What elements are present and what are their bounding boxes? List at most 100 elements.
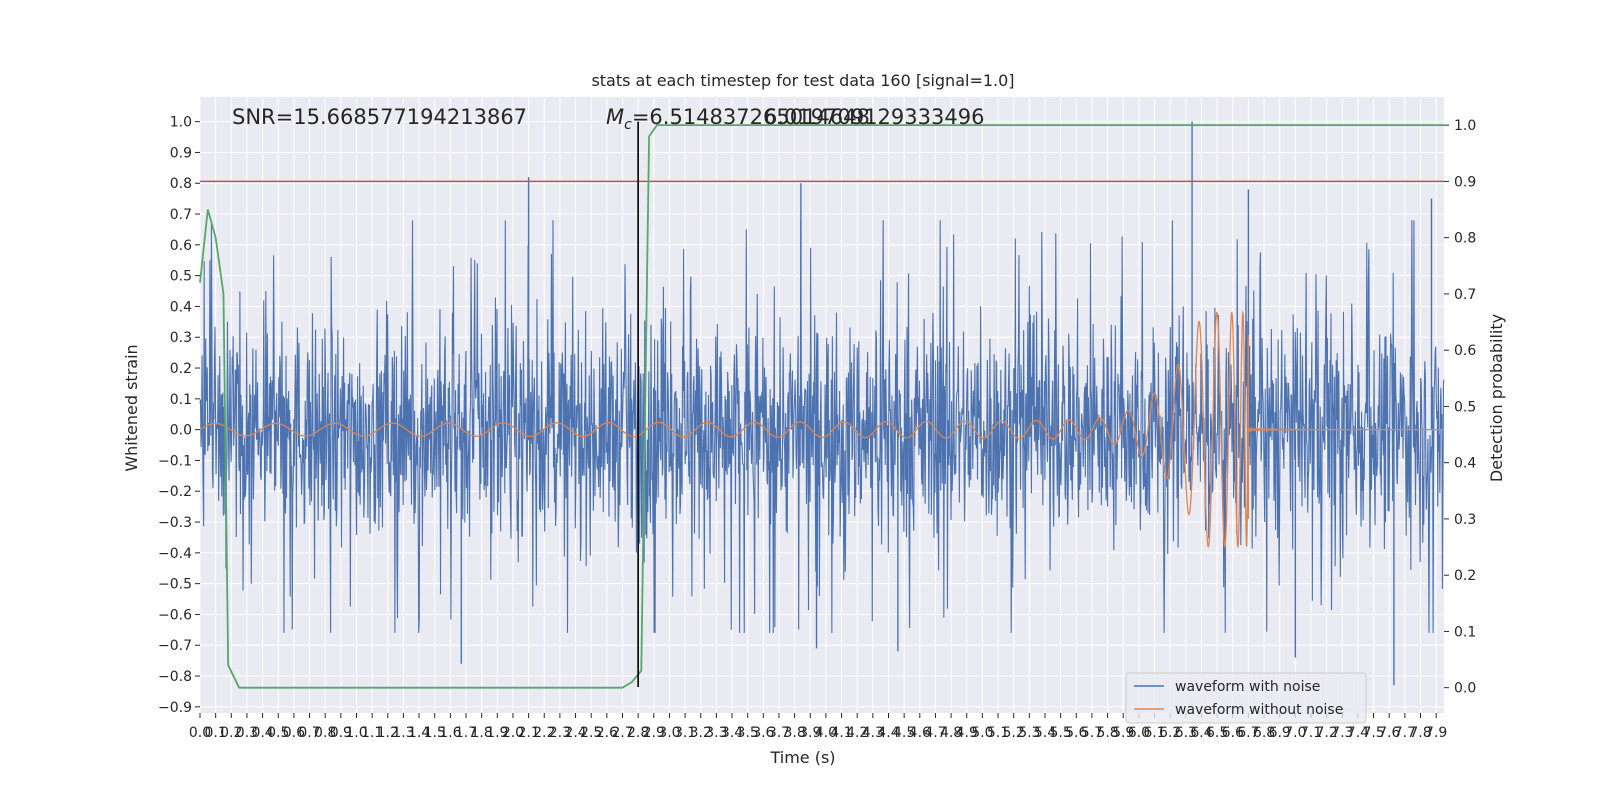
x-tick-label: 0.4 xyxy=(251,725,273,741)
y2-tick-label: 0.3 xyxy=(1454,512,1476,528)
x-tick-label: 7.4 xyxy=(1347,725,1369,741)
y-axis-ticks: 1.0 0.9 0.8 0.7 0.6 0.5 0.4 0.3 0.2 0.1 0.0 −0.1 −0.… xyxy=(158,115,200,716)
x-tick-label: 3.4 xyxy=(721,725,743,741)
y-tick-label: −0.3 xyxy=(158,515,192,531)
x-tick-label: 1.2 xyxy=(377,725,399,741)
y-tick-label: 0.8 xyxy=(170,176,192,192)
x-tick-label: 0.2 xyxy=(220,725,242,741)
x-tick-label: 7.3 xyxy=(1331,725,1353,741)
y-tick-label: 0.0 xyxy=(170,423,192,439)
y-tick-label: −0.9 xyxy=(158,700,192,716)
x-tick-label: 4.5 xyxy=(893,725,915,741)
x-tick-label: 2.5 xyxy=(580,725,602,741)
x-tick-label: 5.0 xyxy=(971,725,993,741)
x-tick-label: 3.6 xyxy=(752,725,774,741)
x-tick-label: 1.4 xyxy=(408,725,430,741)
y2-axis-label: Detection probability xyxy=(1487,314,1506,482)
x-tick-label: 3.1 xyxy=(674,725,696,741)
x-tick-label: 7.2 xyxy=(1316,725,1338,741)
x-tick-label: 3.8 xyxy=(783,725,805,741)
y-tick-label: −0.4 xyxy=(158,546,192,562)
x-tick-label: 6.6 xyxy=(1222,725,1244,741)
y2-tick-label: 0.0 xyxy=(1454,681,1476,697)
x-tick-label: 5.5 xyxy=(1049,725,1071,741)
clean-trace xyxy=(199,310,1445,549)
y2-tick-label: 0.7 xyxy=(1454,287,1476,303)
overlay-lines xyxy=(199,121,1444,689)
x-tick-label: 7.8 xyxy=(1409,725,1431,741)
x-tick-label: 7.0 xyxy=(1284,725,1306,741)
x-tick-label: 5.3 xyxy=(1018,725,1040,741)
x-tick-label: 1.9 xyxy=(486,725,508,741)
x-axis-label: Time (s) xyxy=(769,748,835,767)
legend: waveform with noise waveform without noi… xyxy=(1125,672,1367,724)
x-tick-label: 5.8 xyxy=(1096,725,1118,741)
x-tick-label: 5.7 xyxy=(1081,725,1103,741)
x-tick-label: 1.0 xyxy=(345,725,367,741)
x-tick-label: 1.6 xyxy=(439,725,461,741)
x-tick-label: 4.1 xyxy=(830,725,852,741)
x-tick-label: 3.3 xyxy=(705,725,727,741)
x-tick-label: 1.8 xyxy=(471,725,493,741)
x-tick-label: 2.6 xyxy=(596,725,618,741)
chirp-mass-annotation: Mc=6.514837265014648 xyxy=(606,105,870,133)
y-tick-label: −0.2 xyxy=(158,484,192,500)
x-tick-label: 6.0 xyxy=(1128,725,1150,741)
x-tick-label: 5.6 xyxy=(1065,725,1087,741)
x-tick-label: 4.2 xyxy=(846,725,868,741)
x-tick-label: 4.4 xyxy=(877,725,899,741)
y2-tick-label: 0.2 xyxy=(1454,568,1476,584)
y2-axis-ticks: 1.0 0.9 0.8 0.7 0.6 0.5 0.4 0.3 0.2 0.1 0.0 xyxy=(1444,118,1476,697)
x-tick-label: 7.7 xyxy=(1394,725,1416,741)
x-tick-label: 0.7 xyxy=(298,725,320,741)
y2-tick-label: 0.5 xyxy=(1454,399,1476,415)
y2-tick-label: 0.9 xyxy=(1454,174,1476,190)
x-tick-label: 6.5 xyxy=(1206,725,1228,741)
x-tick-label: 5.1 xyxy=(987,725,1009,741)
x-tick-label: 6.4 xyxy=(1190,725,1212,741)
chirp-mass-subscript: c xyxy=(624,117,632,133)
x-tick-label: 7.1 xyxy=(1300,725,1322,741)
x-tick-label: 4.0 xyxy=(815,725,837,741)
x-tick-label: 3.5 xyxy=(737,725,759,741)
x-axis-ticks: 0.00.10.20.30.40.50.60.70.80.91.01.11.21… xyxy=(189,713,1447,741)
y2-tick-label: 1.0 xyxy=(1454,118,1476,134)
x-tick-label: 7.5 xyxy=(1362,725,1384,741)
overlap-annotation: 6.019709129333496 xyxy=(764,105,984,129)
y-axis-label: Whitened strain xyxy=(122,344,141,471)
x-tick-label: 0.9 xyxy=(330,725,352,741)
y-tick-label: −0.6 xyxy=(158,607,192,623)
x-tick-label: 6.2 xyxy=(1159,725,1181,741)
y-tick-label: −0.1 xyxy=(158,453,192,469)
y-tick-label: 0.6 xyxy=(170,238,192,254)
x-tick-label: 0.5 xyxy=(267,725,289,741)
chart-title: stats at each timestep for test data 160… xyxy=(591,71,1014,90)
x-tick-label: 3.0 xyxy=(658,725,680,741)
snr-annotation: SNR=15.668577194213867 xyxy=(232,105,527,129)
x-tick-label: 6.1 xyxy=(1143,725,1165,741)
y2-tick-label: 0.6 xyxy=(1454,343,1476,359)
x-tick-label: 0.1 xyxy=(205,725,227,741)
y-tick-label: −0.7 xyxy=(158,638,192,654)
x-tick-label: 4.3 xyxy=(862,725,884,741)
x-tick-label: 7.9 xyxy=(1425,725,1447,741)
x-tick-label: 3.2 xyxy=(690,725,712,741)
y2-tick-label: 0.4 xyxy=(1454,456,1476,472)
y-tick-label: 1.0 xyxy=(170,115,192,131)
detection-probability-line xyxy=(199,124,1444,689)
y-tick-label: 0.5 xyxy=(170,269,192,285)
y-tick-label: −0.8 xyxy=(158,669,192,685)
chirp-mass-symbol: M xyxy=(606,105,624,129)
x-tick-label: 3.7 xyxy=(768,725,790,741)
x-tick-label: 2.2 xyxy=(533,725,555,741)
x-tick-label: 4.9 xyxy=(956,725,978,741)
y-tick-label: 0.3 xyxy=(170,330,192,346)
x-tick-label: 2.4 xyxy=(564,725,586,741)
x-tick-label: 1.3 xyxy=(392,725,414,741)
x-tick-label: 6.7 xyxy=(1237,725,1259,741)
x-tick-label: 6.3 xyxy=(1175,725,1197,741)
y-tick-label: 0.4 xyxy=(170,299,192,315)
y2-tick-label: 0.1 xyxy=(1454,624,1476,640)
x-tick-label: 0.6 xyxy=(283,725,305,741)
